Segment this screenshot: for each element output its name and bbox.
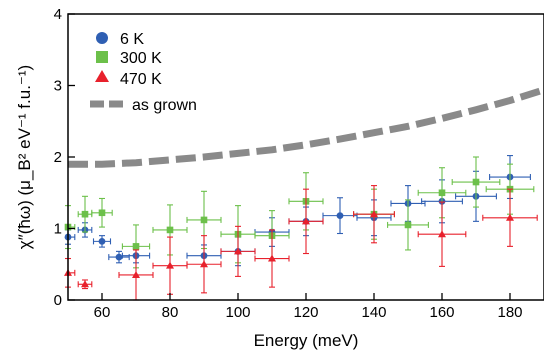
point-300k-12	[472, 178, 480, 186]
x-tick-label-160: 160	[429, 304, 454, 321]
point-6k-2	[98, 237, 106, 245]
point-300k-2	[98, 209, 106, 217]
x-tick-label-100: 100	[225, 304, 250, 321]
x-tick-label-80: 80	[162, 304, 179, 321]
x-tick-label-60: 60	[94, 304, 111, 321]
point-300k-11	[438, 189, 446, 197]
legend: 6 K 300 K 470 K as grown	[90, 31, 197, 114]
y-tick-label-1: 1	[54, 221, 62, 238]
point-470k-4	[200, 260, 208, 268]
point-6k-3	[115, 253, 123, 261]
point-300k-3	[132, 243, 140, 250]
legend-label-300k: 300 K	[120, 50, 162, 67]
point-470k-1	[81, 280, 89, 288]
point-470k-2	[132, 270, 140, 278]
point-470k-5	[234, 247, 242, 255]
series-470k	[64, 185, 538, 301]
legend-item-6k: 6 K	[96, 31, 144, 48]
point-470k-3	[166, 261, 174, 269]
legend-marker-300k	[96, 51, 108, 63]
y-tick-label-2: 2	[54, 149, 62, 166]
x-axis-title: Energy (meV)	[254, 331, 359, 350]
x-axis-ticks: 60 80 100 120 140 160 180	[94, 293, 523, 321]
y-axis-ticks: 0 1 2 3 4	[54, 6, 75, 309]
point-470k-7	[302, 217, 310, 225]
legend-item-300k: 300 K	[96, 50, 162, 67]
legend-item-470k: 470 K	[95, 70, 162, 88]
legend-label-6k: 6 K	[120, 31, 144, 48]
point-300k-1	[81, 210, 89, 218]
point-470k-6	[268, 254, 276, 262]
y-tick-label-4: 4	[54, 6, 62, 23]
point-470k-9	[438, 230, 446, 238]
legend-label-470k: 470 K	[120, 71, 162, 88]
point-300k-5	[200, 216, 208, 224]
x-tick-label-140: 140	[361, 304, 386, 321]
point-470k-10	[506, 213, 514, 221]
x-tick-label-120: 120	[293, 304, 318, 321]
y-tick-label-0: 0	[54, 292, 62, 309]
legend-marker-470k	[95, 70, 109, 82]
legend-label-as-grown: as grown	[132, 97, 197, 114]
point-300k-4	[166, 226, 174, 234]
legend-item-as-grown: as grown	[90, 97, 197, 114]
y-axis-title: χ″(ħω) (μ_B² eV⁻¹ f.u.⁻¹)	[15, 65, 34, 249]
point-300k-10	[404, 221, 412, 229]
point-6k-9	[336, 212, 344, 220]
x-tick-label-180: 180	[497, 304, 522, 321]
point-470k-8	[370, 210, 378, 218]
series-300k	[64, 156, 535, 269]
legend-marker-6k	[96, 32, 108, 44]
y-tick-label-3: 3	[54, 78, 62, 95]
chart-marks	[64, 86, 544, 301]
